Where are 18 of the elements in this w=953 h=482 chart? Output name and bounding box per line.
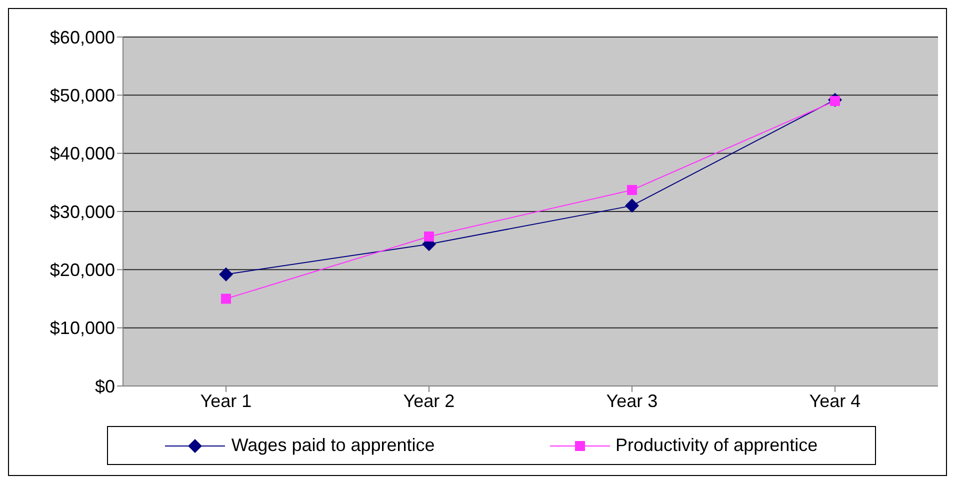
point [625, 198, 639, 213]
point [219, 267, 233, 282]
y-tick-label: $20,000 [50, 260, 115, 280]
x-tick-label: Year 3 [606, 390, 658, 411]
y-tick-label: $30,000 [50, 202, 115, 222]
y-tick-label: $40,000 [50, 144, 115, 164]
point [221, 294, 231, 304]
x-tick-label: Year 2 [403, 390, 455, 411]
legend-label: Wages paid to apprentice [230, 435, 435, 456]
y-tick-label: $50,000 [50, 86, 115, 106]
legend-label: Productivity of apprentice [614, 435, 818, 456]
y-tick-label: $10,000 [50, 318, 115, 338]
x-tick-label: Year 1 [200, 390, 252, 411]
x-tick-label: Year 4 [809, 390, 861, 411]
y-tick-label: $0 [94, 376, 115, 396]
point [424, 232, 434, 242]
y-tick-label: $60,000 [50, 27, 115, 48]
point [627, 184, 637, 195]
